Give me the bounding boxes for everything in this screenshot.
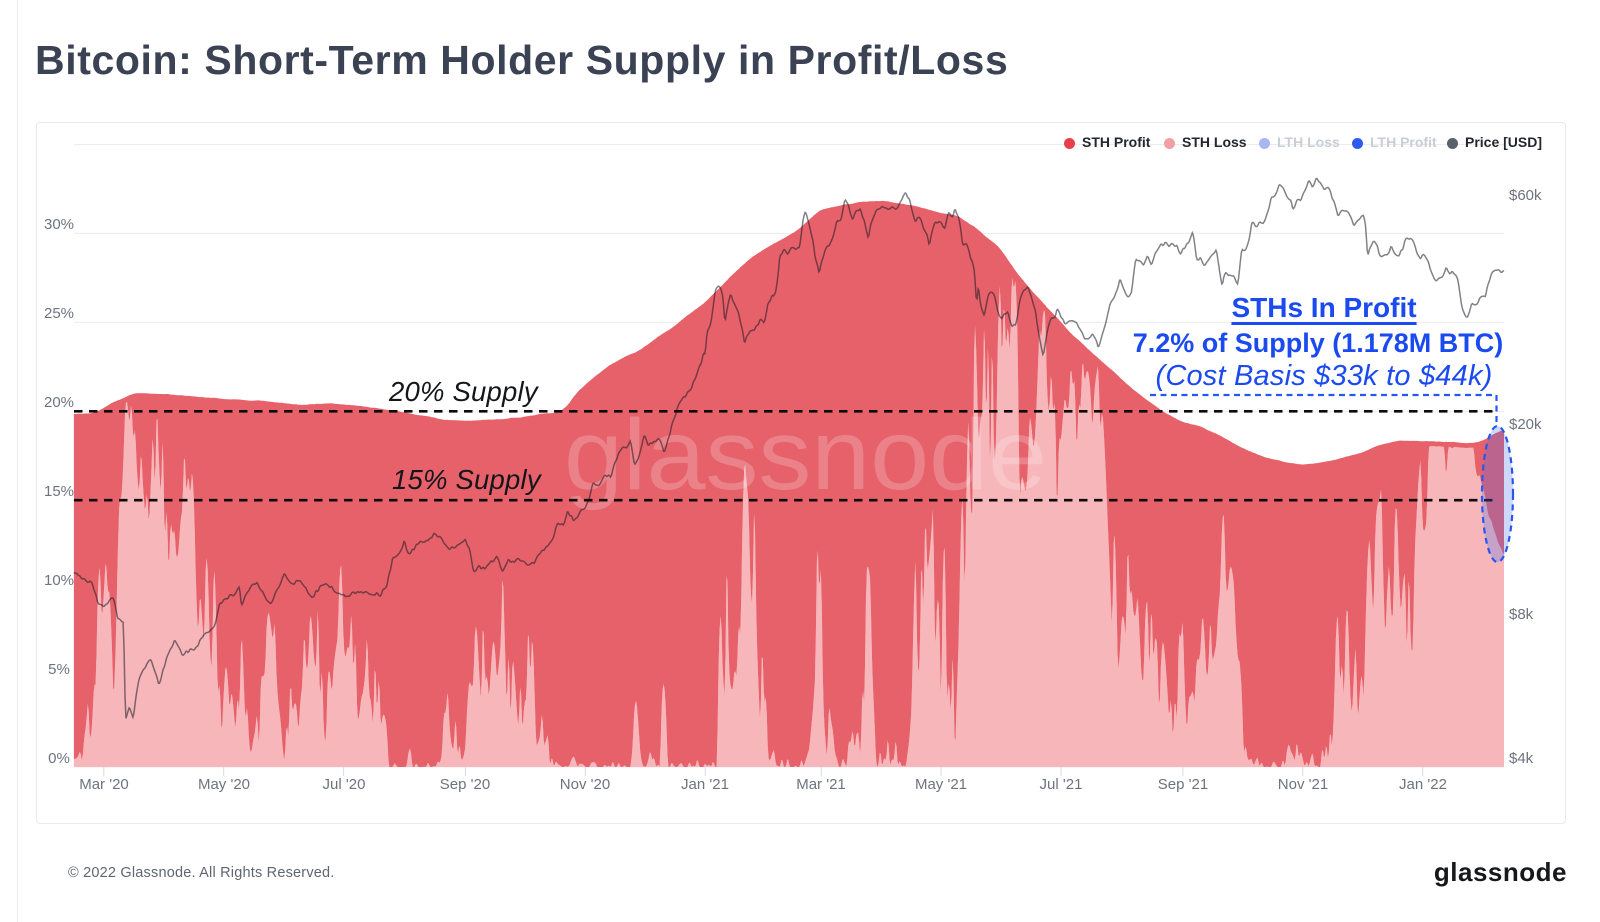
svg-text:glassnode: glassnode (564, 399, 1047, 511)
